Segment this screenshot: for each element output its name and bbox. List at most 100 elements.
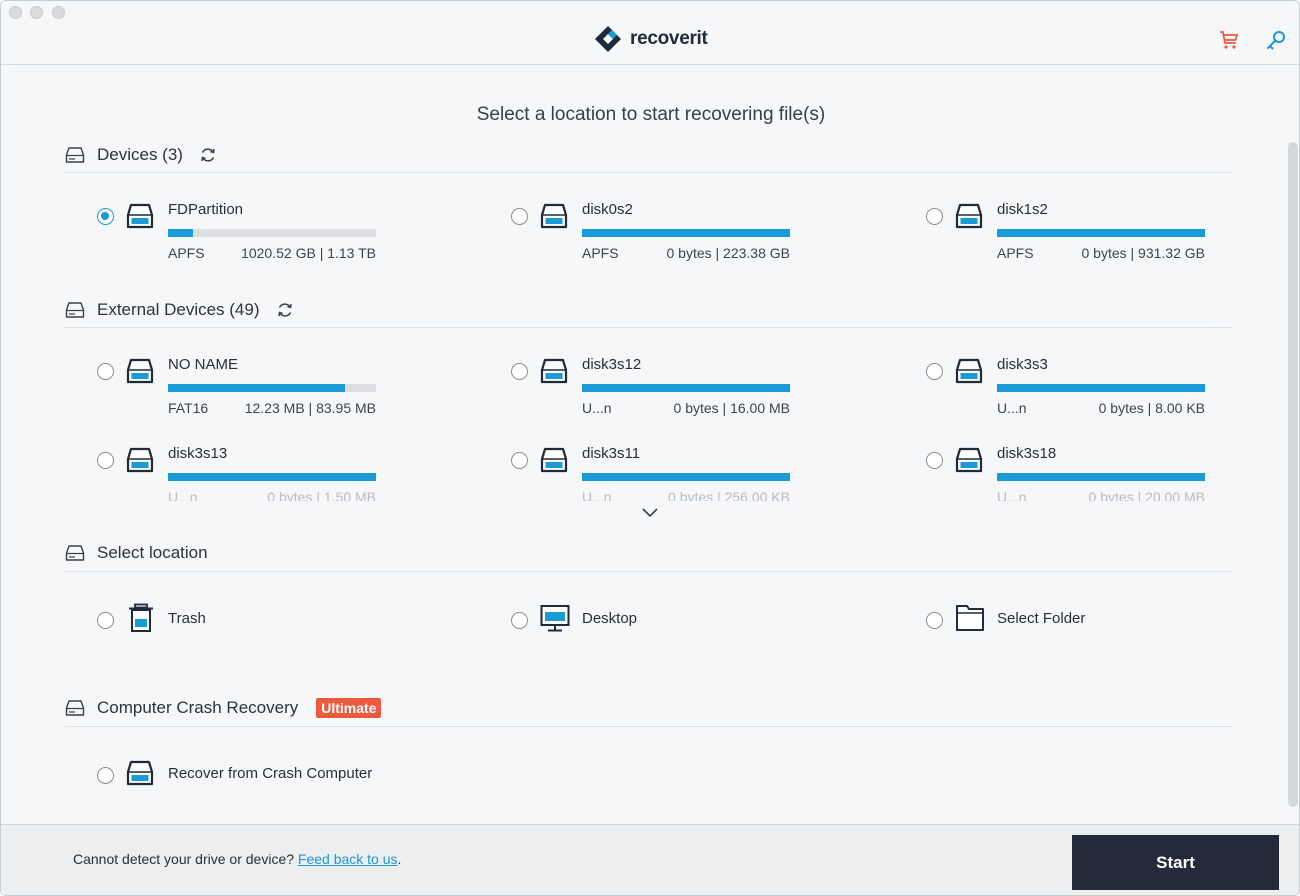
usage-bar — [582, 473, 790, 481]
crash-recovery-section-title: Computer Crash Recovery — [97, 698, 299, 717]
ultimate-badge: Ultimate — [316, 698, 382, 718]
hard-drive-icon — [126, 447, 154, 473]
desktop-icon — [540, 605, 570, 632]
radio-button[interactable] — [97, 363, 114, 380]
location-label: Desktop — [582, 610, 638, 627]
main-content: Select a location to start recovering fi… — [1, 66, 1299, 824]
usage-bar — [997, 384, 1205, 392]
capacity-label: 0 bytes | 8.00 KB — [1098, 400, 1205, 416]
radio-button[interactable] — [511, 612, 528, 629]
scrollbar[interactable] — [1288, 142, 1298, 807]
usage-bar — [997, 473, 1205, 481]
usage-bar — [582, 229, 790, 237]
location-select-folder[interactable]: Select Folder — [926, 603, 1146, 637]
usage-bar — [168, 384, 376, 392]
footer-suffix: . — [397, 851, 402, 867]
title-bar: recoverit — [1, 1, 1299, 65]
refresh-icon[interactable] — [276, 301, 294, 319]
device-name: disk0s2 — [582, 201, 633, 218]
hard-drive-icon — [540, 203, 568, 229]
trash-icon — [129, 603, 153, 632]
radio-button[interactable] — [511, 363, 528, 380]
footer-text: Cannot detect your drive or device? — [73, 851, 298, 867]
start-button[interactable]: Start — [1072, 835, 1279, 890]
external-item-no-name[interactable]: NO NAME FAT16 12.23 MB | 83.95 MB — [97, 356, 397, 426]
location-label: Select Folder — [997, 610, 1086, 627]
usage-bar-fill — [168, 473, 376, 481]
external-devices-section-title: External Devices (49) — [97, 300, 260, 319]
radio-button[interactable] — [97, 452, 114, 469]
section-divider — [65, 726, 1233, 727]
crash-recovery-label: Recover from Crash Computer — [168, 765, 373, 782]
crash-recovery-section-header: Computer Crash Recovery Ultimate — [65, 695, 382, 721]
usage-bar-fill — [997, 229, 1205, 237]
device-name: FDPartition — [168, 201, 244, 218]
capacity-label: 0 bytes | 931.32 GB — [1081, 245, 1206, 261]
location-desktop[interactable]: Desktop — [511, 603, 711, 637]
capacity-label: 0 bytes | 1.50 MB — [267, 489, 376, 501]
window-close-button[interactable] — [9, 6, 22, 19]
app-logo: recoverit — [594, 25, 708, 53]
select-location-section-title: Select location — [97, 543, 208, 562]
usage-bar-fill — [997, 473, 1205, 481]
footer-bar: Cannot detect your drive or device? Feed… — [1, 824, 1299, 895]
file-system-label: U...n — [168, 489, 198, 501]
device-name: disk3s12 — [582, 356, 642, 373]
refresh-icon[interactable] — [199, 146, 217, 164]
location-label: Trash — [168, 610, 206, 627]
section-divider — [65, 571, 1233, 572]
device-name: disk1s2 — [997, 201, 1048, 218]
feedback-link[interactable]: Feed back to us — [297, 851, 398, 867]
usage-bar — [997, 229, 1205, 237]
external-item-disk3s11[interactable]: disk3s11 U...n 0 bytes | 256.00 KB — [511, 445, 811, 501]
usage-bar-fill — [168, 384, 345, 392]
drive-icon — [65, 146, 85, 164]
cart-icon[interactable] — [1218, 29, 1240, 51]
device-name: disk3s13 — [168, 445, 228, 462]
usage-bar — [582, 384, 790, 392]
window-zoom-button[interactable] — [52, 6, 65, 19]
radio-button[interactable] — [97, 612, 114, 629]
chevron-down-icon[interactable] — [641, 506, 659, 518]
usage-bar-fill — [582, 384, 790, 392]
radio-button[interactable] — [926, 363, 943, 380]
hard-drive-icon — [540, 447, 568, 473]
external-item-disk3s18[interactable]: disk3s18 U...n 0 bytes | 20.00 MB — [926, 445, 1226, 501]
external-item-disk3s12[interactable]: disk3s12 U...n 0 bytes | 16.00 MB — [511, 356, 811, 426]
radio-button[interactable] — [926, 452, 943, 469]
recoverit-logo-icon — [595, 26, 621, 52]
window-minimize-button[interactable] — [30, 6, 43, 19]
usage-bar-fill — [582, 473, 790, 481]
drive-icon — [65, 699, 85, 717]
device-item-fdpartition[interactable]: FDPartition APFS 1020.52 GB | 1.13 TB — [97, 201, 397, 271]
devices-section-header: Devices (3) — [65, 142, 217, 168]
external-item-disk3s13[interactable]: disk3s13 U...n 0 bytes | 1.50 MB — [97, 445, 397, 501]
location-trash[interactable]: Trash — [97, 603, 297, 637]
radio-button[interactable] — [97, 208, 114, 225]
external-item-disk3s3[interactable]: disk3s3 U...n 0 bytes | 8.00 KB — [926, 356, 1226, 426]
capacity-label: 0 bytes | 223.38 GB — [666, 245, 791, 261]
radio-button[interactable] — [97, 767, 114, 784]
device-item-disk1s2[interactable]: disk1s2 APFS 0 bytes | 931.32 GB — [926, 201, 1226, 271]
hard-drive-icon — [955, 358, 983, 384]
radio-button[interactable] — [511, 452, 528, 469]
capacity-label: 0 bytes | 256.00 KB — [668, 489, 790, 501]
device-item-disk0s2[interactable]: disk0s2 APFS 0 bytes | 223.38 GB — [511, 201, 811, 271]
file-system-label: APFS — [168, 245, 205, 261]
app-logo-text: recoverit — [630, 28, 708, 49]
usage-bar-fill — [582, 229, 790, 237]
section-divider — [65, 172, 1233, 173]
drive-icon — [65, 544, 85, 562]
hard-drive-icon — [126, 760, 154, 786]
radio-button[interactable] — [926, 208, 943, 225]
device-name: disk3s11 — [582, 445, 641, 462]
hard-drive-icon — [540, 358, 568, 384]
key-icon[interactable] — [1265, 29, 1287, 51]
capacity-label: 1020.52 GB | 1.13 TB — [241, 245, 376, 261]
radio-button[interactable] — [511, 208, 528, 225]
recover-from-crash-computer-option[interactable]: Recover from Crash Computer — [97, 758, 417, 792]
file-system-label: U...n — [582, 489, 612, 501]
footer-message: Cannot detect your drive or device? Feed… — [73, 851, 401, 867]
radio-button[interactable] — [926, 612, 943, 629]
